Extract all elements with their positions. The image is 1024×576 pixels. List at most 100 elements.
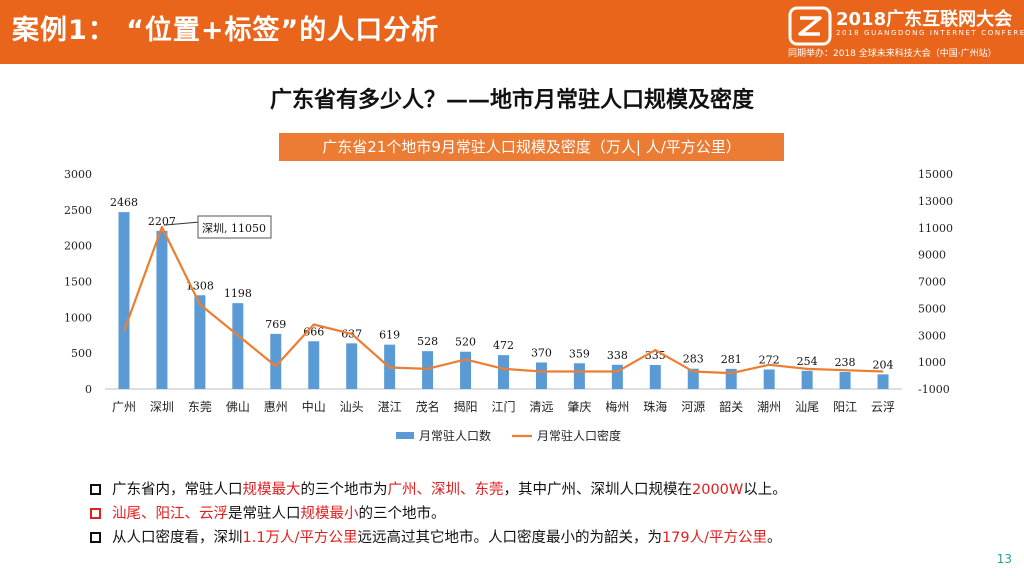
x-tick-label: 惠州 [264,400,288,414]
bullet-text: 广东省内，常驻人口 [112,482,243,498]
highlighted-text: 规模最小 [300,506,359,522]
bar [763,369,775,389]
density-line [122,225,884,375]
page-number: 13 [996,552,1012,566]
bar-value-label: 769 [265,318,286,331]
legend-bar-swatch [396,432,414,439]
bar-value-label: 238 [835,356,856,369]
bar-value-label: 359 [569,347,590,360]
bar-value-label: 1198 [224,287,252,300]
y2-tick-label: 15000 [918,168,953,181]
x-tick-label: 深圳 [150,400,174,414]
bar [346,343,358,389]
highlighted-text: 2000W [692,482,744,498]
bar [611,364,623,389]
bullet-text: 远远高过其它地市。人口密度最小的为韶关，为 [357,530,662,546]
bar [687,368,699,389]
x-tick-label: 潮州 [757,399,781,414]
bar [118,212,130,389]
x-tick-label: 湛江 [378,400,402,414]
bar [498,355,509,389]
bar [156,230,168,389]
highlighted-text: 广州、深圳、东莞 [387,482,504,498]
bullet-item: 广东省内，常驻人口规模最大的三个地市为广州、深圳、东莞，其中广州、深圳人口规模在… [88,478,988,502]
bar-value-label: 2468 [110,196,138,209]
bar [535,362,547,389]
x-tick-label: 广州 [112,400,136,414]
y-tick-label: 2500 [64,204,92,217]
y2-tick-label: 1000 [918,356,946,369]
x-tick-label: 肇庆 [567,399,591,414]
y-tick-label: 1000 [64,311,92,324]
y-tick-label: 3000 [64,168,92,181]
bar [422,351,434,389]
page-title: 广东省有多少人？——地市月常驻人口规模及密度 [269,88,754,113]
legend-line-label: 月常驻人口密度 [537,428,621,443]
bar-value-label: 281 [721,353,742,366]
population-chart: 0 500 1000 1500 2000 2500 3000 -1000 1000 3000 500… [64,168,953,443]
conference-english-name: 2018 GUANGDONG INTERNET CONFERENCE [836,29,1024,37]
bar [308,341,320,389]
bar [649,364,661,389]
highlighted-text: 1.1万人/平方公里 [242,530,358,546]
y2-tick-label: 13000 [918,195,953,208]
x-tick-label: 清远 [529,400,553,414]
x-tick-label: 韶关 [719,399,743,414]
x-tick-label: 汕头 [340,400,364,414]
bar [839,371,851,389]
bar [460,351,472,389]
bar-value-label: 2207 [148,215,176,228]
x-tick-label: 茂名 [416,399,440,414]
annotation-box [197,215,272,239]
x-tick-label: 揭阳 [454,399,478,414]
bar-value-label: 666 [303,325,324,338]
checkbox-square-icon [90,532,101,543]
bar-value-label: 528 [417,335,438,348]
x-tick-label: 梅州 [605,399,629,414]
bar-value-label: 619 [379,329,400,342]
x-tick-label: 阳江 [833,400,857,414]
bar [573,363,585,389]
bar [232,303,244,389]
annotation-leader [163,221,201,226]
y-tick-label: 1500 [64,276,92,289]
conference-subtitle: 同期举办：2018 全球未来科技大会（中国·广州站） [788,49,997,59]
y2-tick-label: -1000 [918,383,950,396]
bar-value-label: 283 [683,353,704,366]
checkbox-square-icon [90,484,101,495]
y-tick-label: 500 [71,347,92,360]
x-tick-label: 汕尾 [795,400,819,414]
bar-value-label: 254 [797,355,818,368]
highlighted-text: 规模最大 [242,482,301,498]
bullet-text: 的三个地市。 [358,506,446,522]
bullet-text: 。 [767,530,782,546]
bar-value-label: 272 [759,354,780,367]
x-tick-label: 中山 [302,399,326,414]
x-tick-label: 佛山 [226,400,250,414]
y2-tick-label: 3000 [918,329,946,342]
bar [877,374,889,389]
bullet-text: 从人口密度看，深圳 [112,530,243,546]
bullet-item: 从人口密度看，深圳1.1万人/平方公里远远高过其它地市。人口密度最小的为韶关，为… [88,526,988,550]
bar-value-label: 204 [873,358,894,371]
annotation-label: 深圳, 11050 [202,222,266,235]
x-tick-label: 河源 [681,400,705,414]
bar [725,368,737,389]
y2-tick-label: 5000 [918,302,946,315]
bullet-list: 广东省内，常驻人口规模最大的三个地市为广州、深圳、东莞，其中广州、深圳人口规模在… [88,478,988,550]
y-tick-label: 2000 [64,240,92,253]
conference-name: 2018广东互联网大会 [836,9,1013,30]
checkbox-square-icon [90,508,101,519]
highlighted-text: 179人/平方公里 [661,530,768,546]
y2-tick-label: 7000 [918,276,946,289]
legend-bar-label: 月常驻人口数 [419,428,491,443]
x-tick-label: 珠海 [643,399,667,414]
bar-value-label: 520 [455,336,476,349]
bar-value-label: 472 [493,339,514,352]
bullet-text: ，其中广州、深圳人口规模在 [503,482,693,498]
y-tick-label: 0 [85,383,92,396]
bar [194,295,206,389]
x-tick-label: 东莞 [188,400,212,414]
bar-value-label: 338 [607,349,628,362]
bullet-text: 是常驻人口 [228,506,301,522]
